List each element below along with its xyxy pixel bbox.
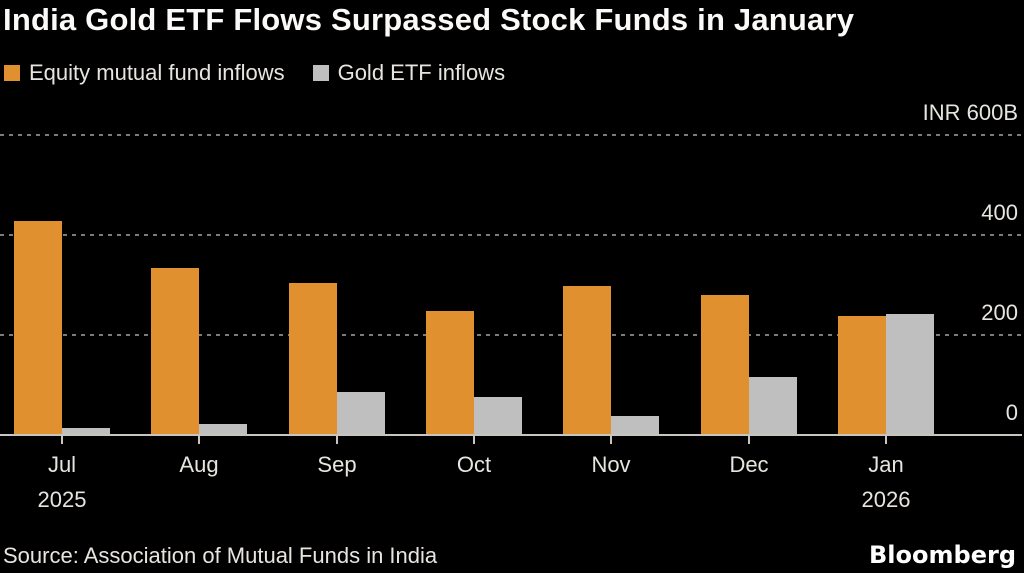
x-axis-label-sep: Sep bbox=[317, 452, 357, 477]
bar-equity-jan bbox=[838, 316, 886, 435]
x-axis-year-label-2025: 2025 bbox=[37, 487, 87, 512]
x-tick-jan bbox=[885, 436, 887, 444]
x-axis-label-aug: Aug bbox=[179, 452, 219, 477]
bar-gold-nov bbox=[611, 416, 659, 435]
x-tick-jul bbox=[61, 436, 63, 444]
x-tick-nov bbox=[610, 436, 612, 444]
legend-label-gold: Gold ETF inflows bbox=[337, 60, 506, 85]
bar-gold-oct bbox=[474, 397, 522, 435]
x-tick-aug bbox=[198, 436, 200, 444]
bar-equity-dec bbox=[701, 295, 749, 435]
y-axis-label-400: 400 bbox=[981, 200, 1018, 225]
x-axis-line bbox=[0, 434, 1022, 436]
x-axis-label-nov: Nov bbox=[591, 452, 631, 477]
y-axis-label-200: 200 bbox=[981, 300, 1018, 325]
bar-equity-aug bbox=[151, 268, 199, 435]
x-axis-label-dec: Dec bbox=[729, 452, 769, 477]
x-axis-year-label-2026: 2026 bbox=[861, 487, 911, 512]
y-axis-label-0: 0 bbox=[1005, 400, 1018, 425]
plot-area: INR 600B 400 200 0 Jul Aug Sep Oct Nov Dec Jan 2025… bbox=[0, 100, 1024, 520]
x-axis-label-jul: Jul bbox=[47, 452, 77, 477]
bloomberg-logo: Bloomberg bbox=[869, 541, 1016, 569]
legend-label-equity: Equity mutual fund inflows bbox=[29, 60, 285, 85]
legend-swatch-equity-icon bbox=[4, 65, 20, 81]
bar-equity-sep bbox=[289, 283, 337, 435]
bar-gold-jul bbox=[62, 428, 110, 435]
gridline-200 bbox=[0, 334, 1022, 336]
bar-gold-dec bbox=[749, 377, 797, 435]
bar-gold-sep bbox=[337, 392, 385, 435]
chart-legend: Equity mutual fund inflows Gold ETF inflo… bbox=[4, 60, 505, 86]
bar-equity-nov bbox=[563, 286, 611, 435]
chart-title: India Gold ETF Flows Surpassed Stock Fun… bbox=[3, 2, 855, 37]
source-note: Source: Association of Mutual Funds in I… bbox=[3, 543, 438, 568]
x-tick-oct bbox=[473, 436, 475, 444]
legend-item-gold: Gold ETF inflows bbox=[312, 60, 506, 86]
x-tick-dec bbox=[748, 436, 750, 444]
bar-equity-jul bbox=[14, 221, 62, 435]
gridline-600 bbox=[0, 134, 1022, 136]
bar-gold-jan bbox=[886, 314, 934, 435]
x-axis-label-jan: Jan bbox=[868, 452, 904, 477]
bar-equity-oct bbox=[426, 311, 474, 435]
y-axis-label-600: INR 600B bbox=[922, 100, 1018, 125]
x-axis-label-oct: Oct bbox=[456, 452, 492, 477]
legend-swatch-gold-icon bbox=[312, 65, 329, 81]
x-tick-sep bbox=[336, 436, 338, 444]
legend-item-equity: Equity mutual fund inflows bbox=[4, 60, 285, 86]
gridline-400 bbox=[0, 234, 1022, 236]
bar-gold-aug bbox=[199, 424, 247, 435]
